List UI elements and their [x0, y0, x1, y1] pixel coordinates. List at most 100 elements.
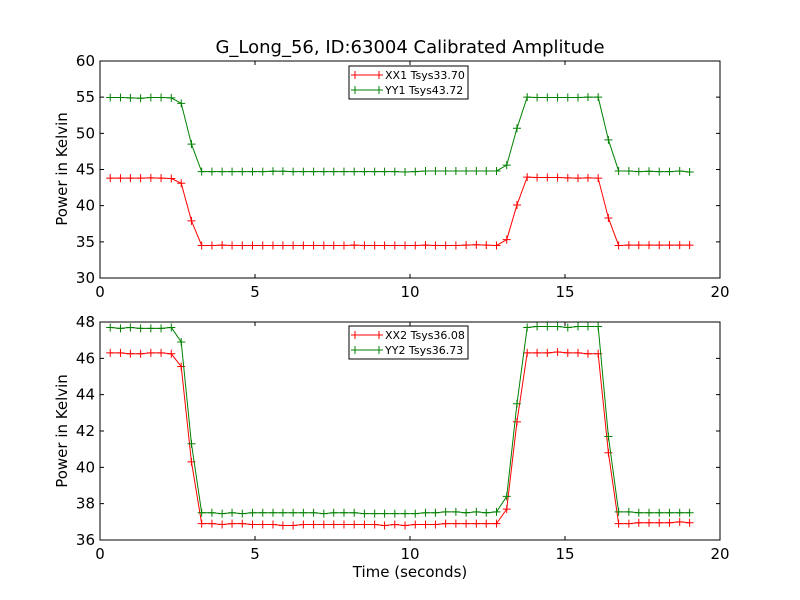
y-tick-label: 35	[76, 233, 95, 251]
data-point	[360, 509, 369, 518]
data-point	[512, 124, 521, 133]
y-tick-label: 55	[76, 88, 95, 106]
data-point	[482, 241, 491, 250]
data-point	[390, 520, 399, 529]
data-point	[411, 509, 420, 518]
data-point	[187, 216, 196, 225]
data-point	[645, 167, 654, 176]
data-point	[329, 241, 338, 250]
legend-label: YY2 Tsys36.73	[384, 344, 463, 357]
data-point	[685, 168, 694, 177]
data-point	[411, 167, 420, 176]
data-point	[401, 521, 410, 530]
series-line-1	[110, 176, 690, 246]
x-tick-label: 10	[400, 545, 419, 563]
legend-label: XX1 Tsys33.70	[385, 69, 465, 82]
data-point	[278, 167, 287, 176]
data-point	[553, 322, 562, 331]
x-tick-label: 20	[710, 283, 729, 301]
data-point	[268, 508, 277, 517]
data-point	[146, 324, 155, 333]
data-point	[380, 509, 389, 518]
data-point	[492, 519, 501, 528]
data-point	[390, 241, 399, 250]
data-point	[207, 241, 216, 250]
data-point	[329, 520, 338, 529]
data-point	[157, 324, 166, 333]
y-tick-label: 38	[76, 495, 95, 513]
data-point	[655, 241, 664, 250]
data-point	[472, 519, 481, 528]
data-point	[339, 241, 348, 250]
data-point	[512, 200, 521, 209]
data-point	[685, 508, 694, 517]
data-point	[258, 508, 267, 517]
data-point	[441, 166, 450, 175]
legend-box	[348, 65, 469, 100]
data-point	[319, 241, 328, 250]
legend-marker	[375, 346, 383, 354]
legend-label: XX2 Tsys36.08	[385, 329, 465, 342]
data-point	[583, 93, 592, 102]
data-point	[238, 167, 247, 176]
series-line-1	[110, 351, 690, 526]
data-point	[319, 167, 328, 176]
data-point	[645, 241, 654, 250]
data-point	[502, 492, 511, 501]
data-point	[411, 241, 420, 250]
data-point	[309, 167, 318, 176]
data-point	[614, 166, 623, 175]
data-point	[563, 173, 572, 182]
data-point	[583, 349, 592, 358]
data-point	[268, 167, 277, 176]
x-tick-label: 5	[250, 545, 260, 563]
data-point	[146, 173, 155, 182]
y-tick-label: 45	[76, 161, 95, 179]
x-tick-label: 0	[95, 283, 105, 301]
y-tick-label: 44	[76, 386, 95, 404]
data-point	[350, 520, 359, 529]
data-point	[431, 241, 440, 250]
data-point	[451, 241, 460, 250]
x-tick-label: 15	[555, 283, 574, 301]
data-point	[329, 508, 338, 517]
bottom-subplot: 0 5 10 15 20 36 38 40 42 44 46 48 XX2 Tsys36.08 YY2 T…	[76, 313, 730, 563]
data-point	[319, 520, 328, 529]
data-point	[167, 93, 176, 102]
data-point	[167, 323, 176, 332]
data-point	[624, 241, 633, 250]
x-tick-label: 20	[710, 545, 729, 563]
data-point	[370, 509, 379, 518]
data-point	[543, 173, 552, 182]
data-point	[350, 241, 359, 250]
data-point	[553, 173, 562, 182]
data-point	[218, 167, 227, 176]
y-tick-label: 42	[76, 422, 95, 440]
data-point	[401, 168, 410, 177]
data-point	[574, 348, 583, 357]
data-point	[574, 93, 583, 102]
x-tick-label: 5	[250, 283, 260, 301]
data-point	[604, 213, 613, 222]
data-point	[136, 94, 145, 103]
data-point	[533, 322, 542, 331]
data-point	[268, 241, 277, 250]
data-point	[675, 241, 684, 250]
data-point	[492, 507, 501, 516]
data-point	[299, 167, 308, 176]
data-point	[543, 348, 552, 357]
data-point	[543, 93, 552, 102]
data-point	[614, 519, 623, 528]
legend-marker	[351, 331, 359, 339]
data-point	[248, 520, 257, 529]
data-point	[624, 507, 633, 516]
data-point	[299, 508, 308, 517]
data-point	[421, 241, 430, 250]
data-point	[207, 519, 216, 528]
data-point	[146, 348, 155, 357]
data-point	[604, 432, 613, 441]
data-point	[329, 167, 338, 176]
data-point	[482, 519, 491, 528]
data-point	[278, 521, 287, 530]
